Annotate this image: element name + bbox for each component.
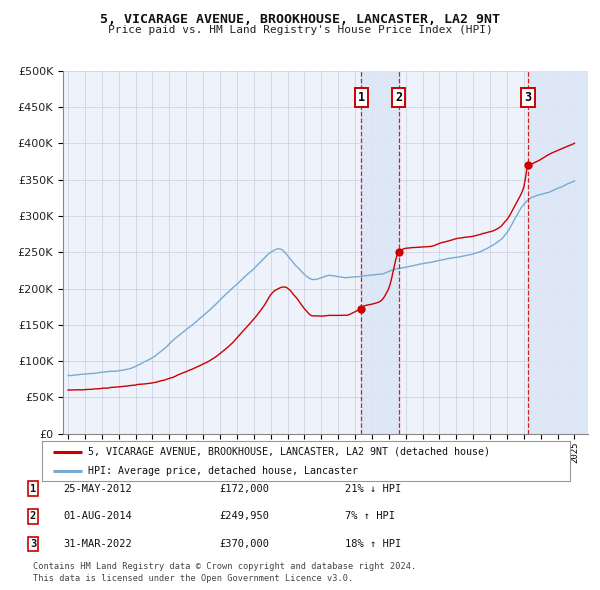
Bar	[528, 71, 588, 434]
Bar	[361, 71, 398, 434]
Text: 7% ↑ HPI: 7% ↑ HPI	[345, 512, 395, 521]
Text: 2: 2	[395, 91, 402, 104]
Text: 5, VICARAGE AVENUE, BROOKHOUSE, LANCASTER, LA2 9NT: 5, VICARAGE AVENUE, BROOKHOUSE, LANCASTE…	[100, 13, 500, 26]
Text: 3: 3	[524, 91, 532, 104]
Text: 25-MAY-2012: 25-MAY-2012	[63, 484, 132, 493]
Text: £370,000: £370,000	[219, 539, 269, 549]
Text: This data is licensed under the Open Government Licence v3.0.: This data is licensed under the Open Gov…	[33, 574, 353, 583]
Text: 21% ↓ HPI: 21% ↓ HPI	[345, 484, 401, 493]
Text: £172,000: £172,000	[219, 484, 269, 493]
Text: 3: 3	[30, 539, 36, 549]
Text: 5, VICARAGE AVENUE, BROOKHOUSE, LANCASTER, LA2 9NT (detached house): 5, VICARAGE AVENUE, BROOKHOUSE, LANCASTE…	[88, 447, 490, 457]
Text: HPI: Average price, detached house, Lancaster: HPI: Average price, detached house, Lanc…	[88, 466, 358, 476]
Text: Price paid vs. HM Land Registry's House Price Index (HPI): Price paid vs. HM Land Registry's House …	[107, 25, 493, 35]
Text: 2: 2	[30, 512, 36, 521]
Text: £249,950: £249,950	[219, 512, 269, 521]
Text: 1: 1	[358, 91, 365, 104]
Text: 1: 1	[30, 484, 36, 493]
Text: 01-AUG-2014: 01-AUG-2014	[63, 512, 132, 521]
Text: 18% ↑ HPI: 18% ↑ HPI	[345, 539, 401, 549]
Text: 31-MAR-2022: 31-MAR-2022	[63, 539, 132, 549]
Text: Contains HM Land Registry data © Crown copyright and database right 2024.: Contains HM Land Registry data © Crown c…	[33, 562, 416, 571]
